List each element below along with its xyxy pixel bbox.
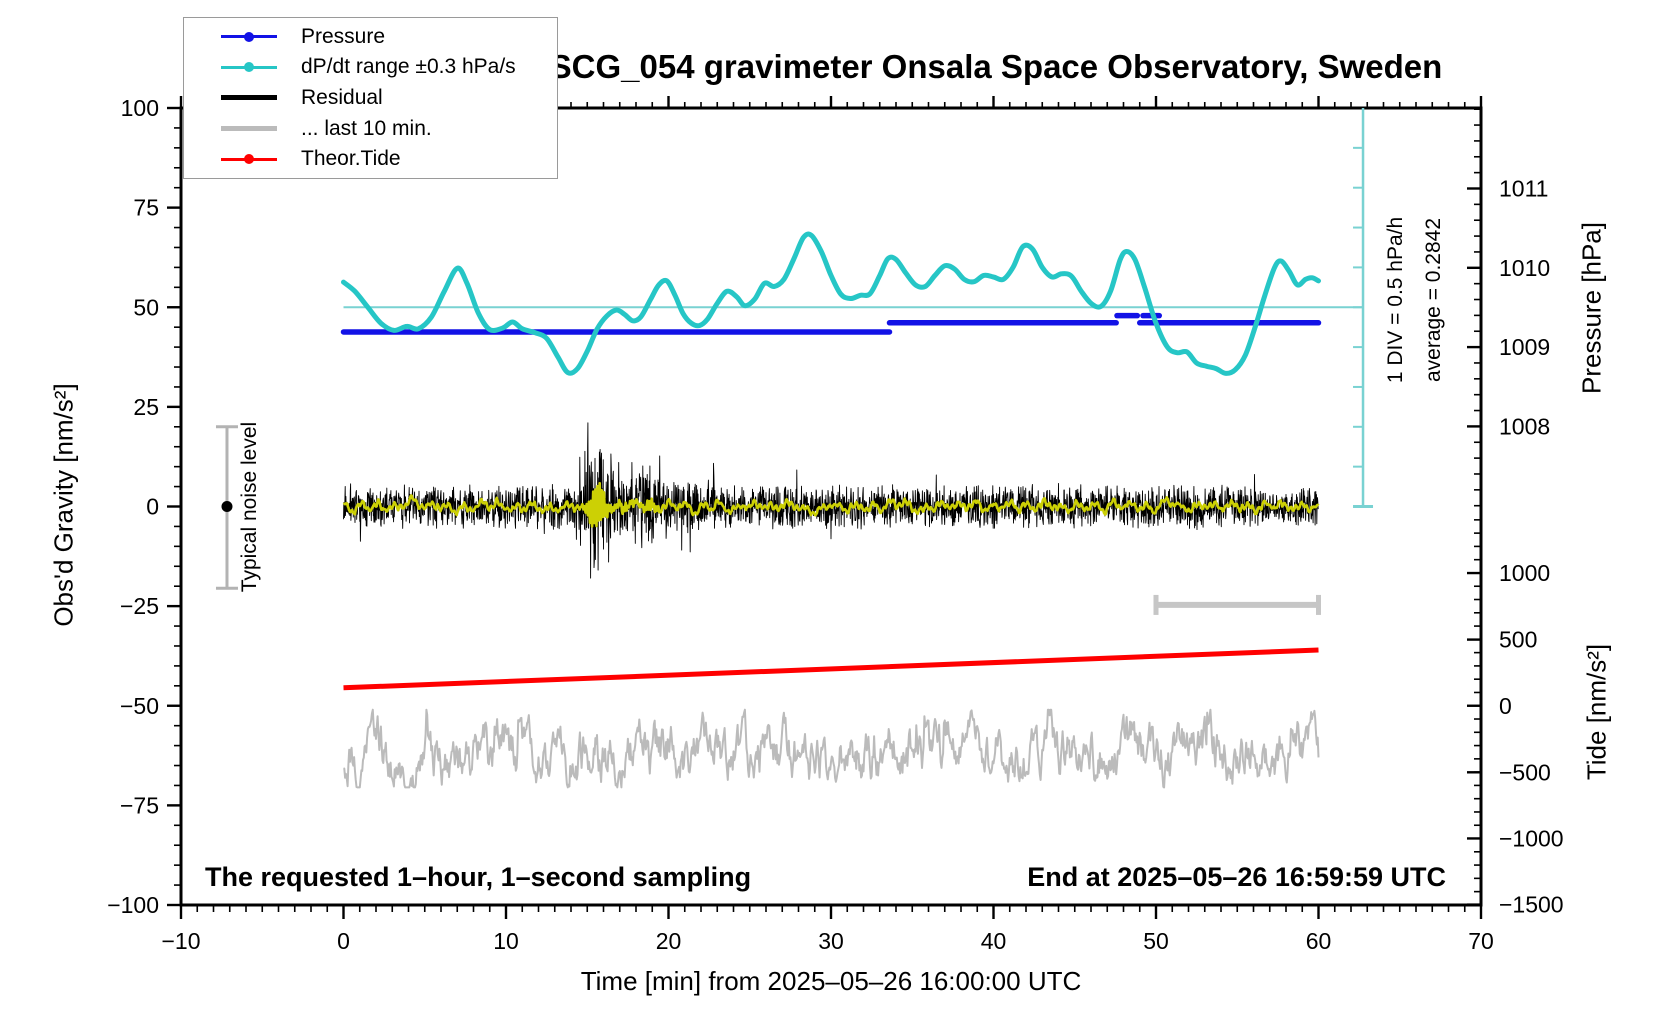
- tick-label: 75: [133, 195, 159, 221]
- legend-item-last10: ... last 10 min.: [184, 115, 557, 143]
- dpdt-dot-icon: [244, 62, 254, 73]
- y-axis-right-pressure-ticks: 1011 1010 1009 1008: [1467, 108, 1550, 507]
- tide-line-icon: [221, 154, 277, 165]
- tick-label: −10: [161, 928, 200, 954]
- series-residual: [343, 422, 1319, 579]
- y-axis-left-ticks: 100 75 50 25 0 −25 −50 −75 −100: [107, 95, 181, 918]
- x-axis-ticks: −10 0 10 20 30 40 50 60 70: [161, 96, 1494, 954]
- last10-indicator-bar: [1153, 594, 1321, 615]
- tick-label: −1000: [1499, 825, 1564, 851]
- y-axis-right-tide-ticks: 1000 500 0 −500 −1000 −1500: [1467, 519, 1564, 918]
- noise-level-dot: [221, 501, 233, 512]
- div-scale-label: 1 DIV = 0.5 hPa/h: [1384, 216, 1407, 384]
- tick-label: −500: [1499, 759, 1551, 785]
- legend-label: Residual: [301, 85, 383, 109]
- tick-label: 20: [656, 928, 682, 954]
- last10-line-icon: [221, 126, 277, 132]
- tick-label: 50: [1143, 928, 1169, 954]
- pressure-line-icon: [221, 31, 277, 42]
- tick-label: −25: [120, 593, 159, 619]
- tick-label: 1000: [1499, 560, 1550, 586]
- legend-label: ... last 10 min.: [301, 116, 432, 140]
- series-dpdt-scale-bar: [1353, 108, 1374, 508]
- noise-level-label: Typical noise level: [238, 421, 261, 593]
- legend-item-residual: Residual: [184, 84, 557, 112]
- annotation-end-time: End at 2025–05–26 16:59:59 UTC: [1027, 862, 1446, 892]
- tick-label: 50: [133, 294, 159, 320]
- pressure-axis-title: Pressure [hPa]: [1576, 222, 1607, 394]
- tide-dot-icon: [244, 154, 254, 165]
- series-theor-tide: [343, 647, 1319, 691]
- tick-label: 1008: [1499, 413, 1550, 439]
- chart-title: SCG_054 gravimeter Onsala Space Observat…: [549, 48, 1443, 85]
- average-label: average = 0.2842: [1422, 217, 1445, 383]
- tick-label: −1500: [1499, 892, 1564, 918]
- legend-label: Theor.Tide: [301, 147, 401, 171]
- legend-item-pressure: Pressure: [184, 23, 557, 51]
- tick-label: 100: [121, 95, 159, 121]
- x-axis-title: Time [min] from 2025–05–26 16:00:00 UTC: [580, 966, 1082, 996]
- legend: Pressure dP/dt range ±0.3 hPa/s Residual…: [183, 17, 558, 179]
- tide-axis-title: Tide [nm/s²]: [1581, 643, 1612, 781]
- legend-item-theor-tide: Theor.Tide: [184, 145, 557, 173]
- series-last10: [343, 708, 1320, 789]
- tick-label: 60: [1306, 928, 1332, 954]
- tick-label: 1009: [1499, 334, 1550, 360]
- legend-label: dP/dt range ±0.3 hPa/s: [301, 55, 516, 79]
- tick-label: −75: [120, 792, 159, 818]
- series-residual-filtered: [342, 481, 1320, 528]
- tick-label: 25: [133, 394, 159, 420]
- residual-line-icon: [221, 95, 277, 101]
- annotation-sampling: The requested 1–hour, 1–second sampling: [205, 862, 752, 892]
- tick-label: 500: [1499, 627, 1537, 653]
- tick-label: 1010: [1499, 255, 1550, 281]
- tick-label: 40: [981, 928, 1007, 954]
- tick-label: 70: [1468, 928, 1494, 954]
- pressure-dot-icon: [244, 31, 254, 42]
- tick-label: 0: [337, 928, 350, 954]
- tick-label: −100: [107, 892, 159, 918]
- tick-label: 10: [493, 928, 519, 954]
- dpdt-line-icon: [221, 62, 277, 73]
- tick-label: 0: [146, 494, 159, 520]
- tick-label: −50: [120, 693, 159, 719]
- legend-label: Pressure: [301, 24, 386, 48]
- legend-item-dpdt: dP/dt range ±0.3 hPa/s: [184, 53, 557, 81]
- series-dpdt: [341, 231, 1321, 376]
- noise-level-errorbar: [215, 425, 238, 590]
- tick-label: 30: [818, 928, 844, 954]
- tick-label: 1011: [1499, 175, 1548, 201]
- tick-label: 0: [1499, 693, 1512, 719]
- gravity-axis-title: Obs'd Gravity [nm/s²]: [48, 383, 79, 627]
